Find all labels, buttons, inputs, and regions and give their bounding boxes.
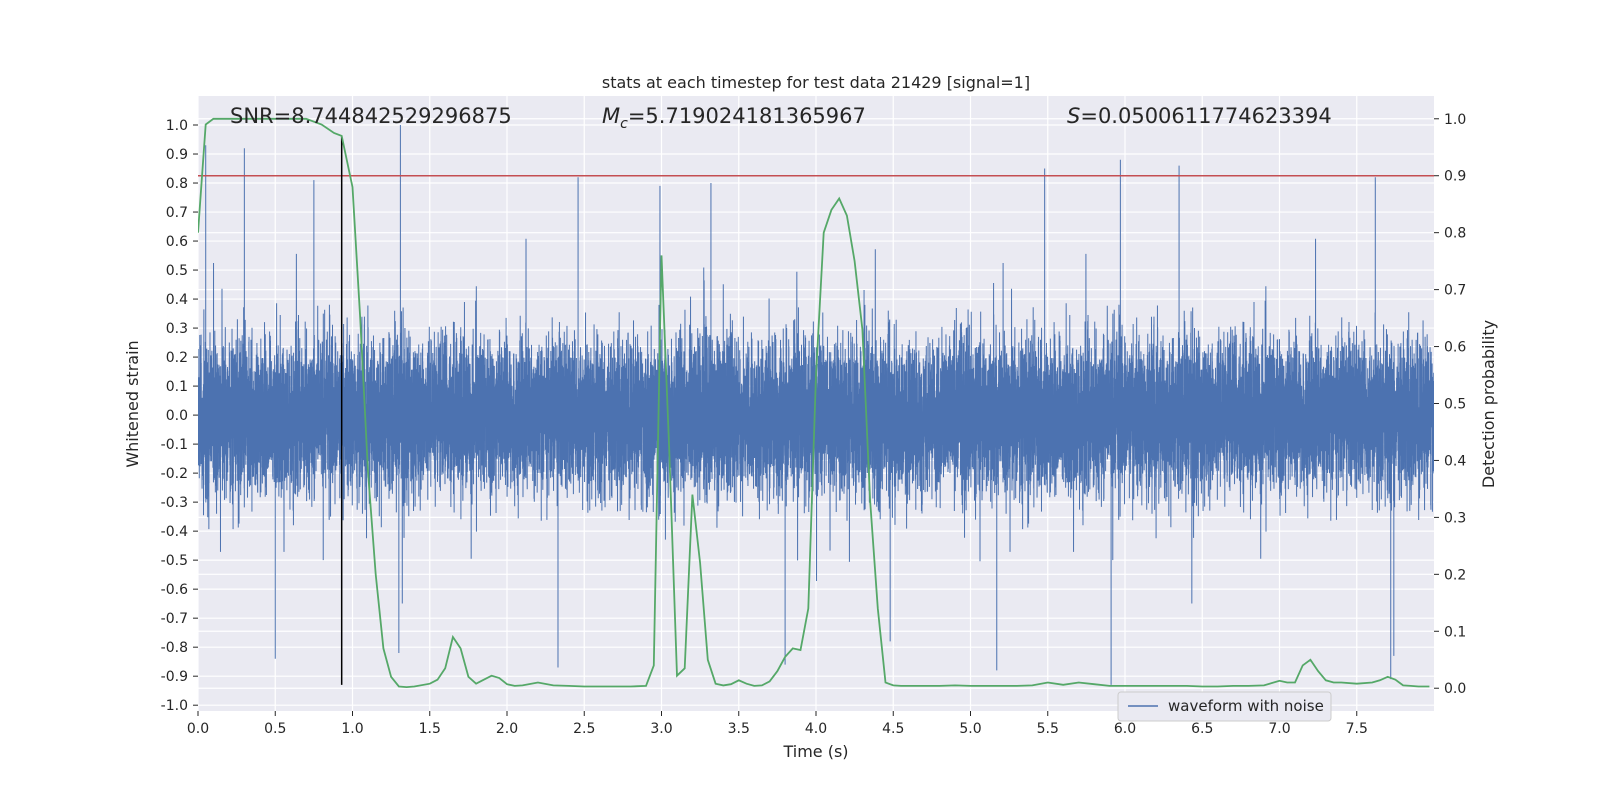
y-tick-label: -0.7 xyxy=(161,611,188,627)
x-tick-label: 7.0 xyxy=(1268,721,1290,737)
y2-tick-label: 0.3 xyxy=(1444,510,1466,526)
y-tick-label: -0.5 xyxy=(161,553,188,569)
x-tick-label: 6.0 xyxy=(1114,721,1136,737)
chirp-mass-subscript: c xyxy=(620,116,628,132)
y-axis-ticks: 1.0 0.9 0.8 0.7 0.6 0.5 0.4 0.3 0.2 0.1 0.0 -0.1 -0.… xyxy=(161,118,198,714)
y-tick-label: 0.3 xyxy=(166,321,188,337)
y-axis-label: Whitened strain xyxy=(123,340,142,467)
y-tick-label: 0.0 xyxy=(166,408,188,424)
legend-entry-waveform: waveform with noise xyxy=(1168,697,1324,715)
y2-tick-label: 0.8 xyxy=(1444,226,1466,242)
x-tick-label: 5.5 xyxy=(1037,721,1059,737)
y-tick-label: -0.8 xyxy=(161,640,188,656)
x-tick-label: 0.5 xyxy=(264,721,286,737)
y-tick-label: -0.4 xyxy=(161,524,188,540)
y-tick-label: -1.0 xyxy=(161,698,188,714)
y-tick-label: -0.1 xyxy=(161,437,188,453)
chirp-mass-value: =5.719024181365967 xyxy=(628,104,866,128)
y2-tick-label: 0.2 xyxy=(1444,567,1466,583)
y2-axis-ticks: 1.0 0.9 0.8 0.7 0.6 0.5 0.4 0.3 0.2 0.1 0.0 xyxy=(1434,112,1466,697)
x-tick-label: 2.5 xyxy=(573,721,595,737)
spin-symbol: S xyxy=(1067,104,1080,128)
y2-tick-label: 1.0 xyxy=(1444,112,1466,128)
y-tick-label: 0.9 xyxy=(166,147,188,163)
y2-axis-label: Detection probability xyxy=(1479,320,1498,488)
y-tick-label: -0.9 xyxy=(161,669,188,685)
x-tick-label: 1.0 xyxy=(341,721,363,737)
spin-annotation: S=0.0500611774623394 xyxy=(1067,104,1332,128)
chirp-mass-symbol: M xyxy=(602,104,620,128)
y-tick-label: -0.3 xyxy=(161,495,188,511)
y-tick-label: -0.2 xyxy=(161,466,188,482)
x-tick-label: 3.5 xyxy=(728,721,750,737)
y-tick-label: -0.6 xyxy=(161,582,188,598)
chirp-mass-annotation: Mc=5.719024181365967 xyxy=(602,104,866,132)
detection-probability-series-line xyxy=(198,117,1430,689)
y2-tick-label: 0.5 xyxy=(1444,397,1466,413)
y2-tick-label: 0.0 xyxy=(1444,681,1466,697)
x-tick-label: 5.0 xyxy=(959,721,981,737)
legend: waveform with noise xyxy=(1117,691,1332,722)
y-tick-label: 0.2 xyxy=(166,350,188,366)
chart-title: stats at each timestep for test data 214… xyxy=(602,73,1030,92)
x-tick-label: 3.0 xyxy=(650,721,672,737)
y2-tick-label: 0.6 xyxy=(1444,340,1466,356)
y-tick-label: 0.5 xyxy=(166,263,188,279)
x-tick-label: 4.0 xyxy=(805,721,827,737)
y2-tick-label: 0.4 xyxy=(1444,453,1466,469)
y-tick-label: 0.7 xyxy=(166,205,188,221)
x-tick-label: 1.5 xyxy=(419,721,441,737)
y2-tick-label: 0.1 xyxy=(1444,624,1466,640)
y2-tick-label: 0.9 xyxy=(1444,169,1466,185)
y2-tick-label: 0.7 xyxy=(1444,283,1466,299)
x-tick-label: 7.5 xyxy=(1346,721,1368,737)
x-tick-label: 0.0 xyxy=(187,721,209,737)
spin-value: =0.0500611774623394 xyxy=(1080,104,1331,128)
y-tick-label: 0.8 xyxy=(166,176,188,192)
y-tick-label: 1.0 xyxy=(166,118,188,134)
x-tick-label: 2.0 xyxy=(496,721,518,737)
x-tick-label: 6.5 xyxy=(1191,721,1213,737)
x-axis-label: Time (s) xyxy=(782,742,848,761)
y-tick-label: 0.4 xyxy=(166,292,188,308)
y-tick-label: 0.6 xyxy=(166,234,188,250)
x-axis-ticks: 0.0 0.5 1.0 1.5 2.0 2.5 3.0 3.5 4.0 4.5 5.0 5.5 6.0 6… xyxy=(187,711,1368,737)
x-tick-label: 4.5 xyxy=(882,721,904,737)
snr-annotation: SNR=8.744842529296875 xyxy=(230,104,512,128)
y-tick-label: 0.1 xyxy=(166,379,188,395)
legend-box xyxy=(1117,691,1332,722)
